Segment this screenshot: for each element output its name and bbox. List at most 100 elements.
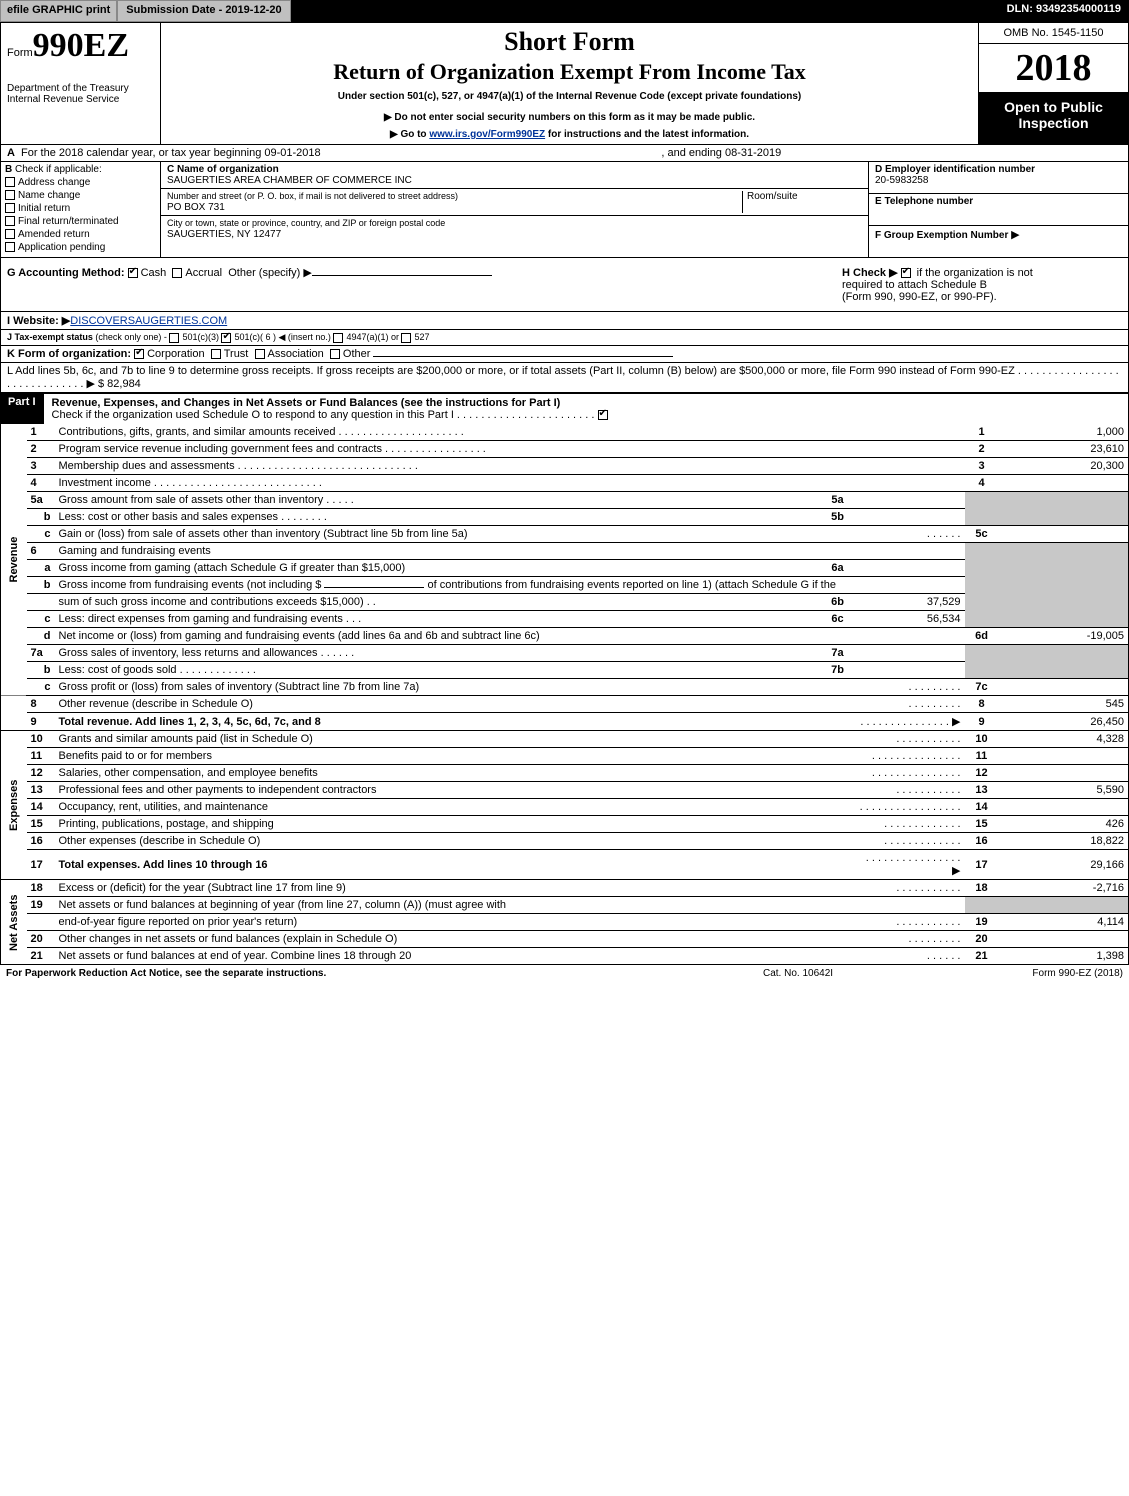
d6b1: Gross income from fundraising events (no… (59, 579, 325, 591)
d12: Salaries, other compensation, and employ… (55, 765, 855, 782)
dots13: . . . . . . . . . . . (855, 782, 965, 799)
section-b-through-f: B Check if applicable: Address change Na… (0, 162, 1129, 258)
d6c: Less: direct expenses from gaming and fu… (55, 611, 821, 628)
dots6b2: . . (367, 596, 376, 608)
cb-527[interactable] (401, 333, 411, 343)
d7b: Less: cost of goods sold . . . . . . . .… (55, 662, 821, 679)
mb6c: 6c (821, 611, 855, 628)
cb-corporation[interactable] (134, 349, 144, 359)
n19b (27, 914, 55, 931)
row-6b2: sum of such gross income and contributio… (1, 594, 1129, 611)
cb-accrual[interactable] (172, 268, 182, 278)
cb-amended-return-label: Amended return (18, 229, 90, 240)
n6c: c (27, 611, 55, 628)
n6b: b (27, 577, 55, 594)
n7a: 7a (27, 645, 55, 662)
j-small: (check only one) - (95, 332, 167, 342)
open-line2: Inspection (983, 115, 1124, 131)
d9: Total revenue. Add lines 1, 2, 3, 4, 5c,… (55, 713, 855, 731)
cb-4947[interactable] (333, 333, 343, 343)
label-b: B (5, 164, 12, 175)
v6d: -19,005 (999, 628, 1129, 645)
n14: 14 (27, 799, 55, 816)
mb6a: 6a (821, 560, 855, 577)
line-i: I Website: ▶DISCOVERSAUGERTIES.COM (0, 312, 1129, 330)
cb-h[interactable] (901, 268, 911, 278)
n10: 10 (27, 731, 55, 748)
row-4: 4Investment income . . . . . . . . . . .… (1, 475, 1129, 492)
dots11: . . . . . . . . . . . . . . . (855, 748, 965, 765)
side-expenses: Expenses (1, 731, 27, 880)
cb-amended-return[interactable]: Amended return (5, 229, 156, 240)
cb-initial-return-label: Initial return (18, 203, 70, 214)
irs-label: Internal Revenue Service (7, 94, 154, 105)
d7a: Gross sales of inventory, less returns a… (55, 645, 821, 662)
line-a: A For the 2018 calendar year, or tax yea… (0, 145, 1129, 162)
shade19 (965, 897, 999, 914)
dept-treasury: Department of the Treasury (7, 83, 154, 94)
irs-link[interactable]: www.irs.gov/Form990EZ (429, 129, 545, 140)
label-a: A (7, 147, 21, 159)
mv5b (855, 509, 965, 526)
row-1: Revenue1Contributions, gifts, grants, an… (1, 424, 1129, 441)
row-5b: bLess: cost or other basis and sales exp… (1, 509, 1129, 526)
k-o2: Trust (224, 348, 249, 360)
n2: 2 (27, 441, 55, 458)
cb-501c[interactable] (221, 333, 231, 343)
d18: Excess or (deficit) for the year (Subtra… (55, 880, 855, 897)
row-6d: dNet income or (loss) from gaming and fu… (1, 628, 1129, 645)
cb-cash[interactable] (128, 268, 138, 278)
cb-schedule-o[interactable] (598, 410, 608, 420)
mb5b: 5b (821, 509, 855, 526)
city-cell: City or town, state or province, country… (161, 216, 868, 242)
n6: 6 (27, 543, 55, 560)
efile-print-button[interactable]: efile GRAPHIC print (0, 0, 117, 22)
header-middle: Short Form Return of Organization Exempt… (161, 23, 978, 144)
cb-address-change[interactable]: Address change (5, 177, 156, 188)
line-a-text: For the 2018 calendar year, or tax year … (21, 147, 321, 159)
v21: 1,398 (999, 948, 1129, 965)
cb-association[interactable] (255, 349, 265, 359)
form-number: 990EZ (33, 27, 129, 64)
website-link[interactable]: DISCOVERSAUGERTIES.COM (70, 315, 227, 327)
other-org-input[interactable] (373, 356, 673, 357)
shade5v (999, 492, 1129, 526)
v15: 426 (999, 816, 1129, 833)
d7atxt: Gross sales of inventory, less returns a… (59, 647, 318, 659)
main-title: Return of Organization Exempt From Incom… (169, 59, 970, 85)
n4: 4 (27, 475, 55, 492)
d9txt: Total revenue. Add lines 1, 2, 3, 4, 5c,… (59, 716, 321, 728)
d20: Other changes in net assets or fund bala… (55, 931, 855, 948)
n7b: b (27, 662, 55, 679)
n18: 18 (27, 880, 55, 897)
b12: 12 (965, 765, 999, 782)
d8: Other revenue (describe in Schedule O) (55, 696, 855, 713)
cb-initial-return[interactable]: Initial return (5, 203, 156, 214)
cb-name-change[interactable]: Name change (5, 190, 156, 201)
v13: 5,590 (999, 782, 1129, 799)
b11: 11 (965, 748, 999, 765)
goto-note: ▶ Go to www.irs.gov/Form990EZ for instru… (169, 129, 970, 140)
cb-final-return[interactable]: Final return/terminated (5, 216, 156, 227)
room-suite: Room/suite (742, 191, 862, 213)
row-9: 9Total revenue. Add lines 1, 2, 3, 4, 5c… (1, 713, 1129, 731)
d6ctxt: Less: direct expenses from gaming and fu… (59, 613, 343, 625)
dots21: . . . . . . (855, 948, 965, 965)
cb-application-pending[interactable]: Application pending (5, 242, 156, 253)
cb-501c3[interactable] (169, 333, 179, 343)
other-specify-input[interactable] (312, 275, 492, 276)
cb-other-org[interactable] (330, 349, 340, 359)
d7c: Gross profit or (loss) from sales of inv… (55, 679, 855, 696)
b6d: 6d (965, 628, 999, 645)
v17: 29,166 (999, 850, 1129, 880)
v2: 23,610 (999, 441, 1129, 458)
row-7a: 7a Gross sales of inventory, less returns… (1, 645, 1129, 662)
v11 (999, 748, 1129, 765)
h-txt3: (Form 990, 990-EZ, or 990-PF). (842, 291, 997, 303)
cb-trust[interactable] (211, 349, 221, 359)
dots8: . . . . . . . . . (855, 696, 965, 713)
b8: 8 (965, 696, 999, 713)
fundraising-amount-input[interactable] (324, 587, 424, 588)
row-6c: c Less: direct expenses from gaming and f… (1, 611, 1129, 628)
b14: 14 (965, 799, 999, 816)
